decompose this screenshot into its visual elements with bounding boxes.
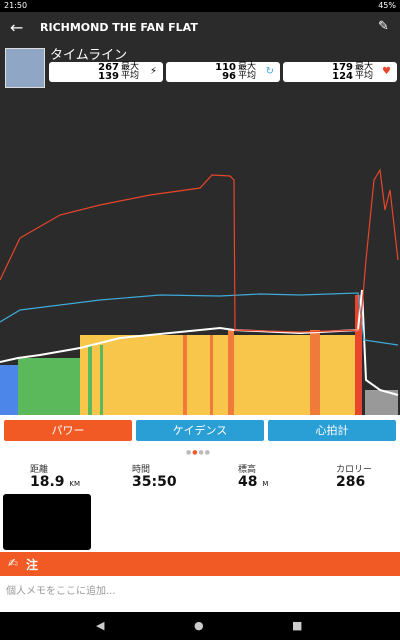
status-bar: 21:50 45% [0,0,400,12]
heart-rate-line [0,168,399,333]
zone [355,295,362,415]
stat-label: 標高 [238,465,257,475]
max-label: 最大 [121,62,140,72]
map-thumbnail[interactable] [3,494,91,550]
avg-label: 平均 [238,71,257,81]
avg-value: 96 [222,71,236,82]
edit-button[interactable]: ✎ [378,19,389,34]
max-value: 267 [98,62,119,73]
stat-unit: M [262,480,269,488]
max-value: 179 [332,62,353,73]
header-title: RICHMOND THE FAN FLAT [40,21,198,34]
stat-box: 179 最大 124 平均 ♥ [283,62,397,82]
stat-box: 110 最大 96 平均 ↻ [166,62,280,82]
stat-value: 35:50 [132,474,177,490]
timeline-title: タイムライン [50,48,128,63]
notes-bar: ✍ 注 [0,552,400,576]
time: 21:50 [4,1,28,10]
zone [0,365,18,415]
nav-bar: ◀ ● ■ [0,612,400,640]
nav-recent[interactable]: ■ [292,619,303,632]
avg-value: 124 [332,71,353,82]
nav-back[interactable]: ◀ [96,619,105,632]
avg-value: 139 [98,71,119,82]
tab-button[interactable]: ケイデンス [136,420,264,441]
zone [100,345,103,415]
max-value: 110 [215,62,236,73]
stat-value: 286 [336,474,366,490]
page-dots: ●●●● [186,449,211,456]
zone [228,330,234,415]
notes-input[interactable]: 個人メモをここに追加... [6,586,116,597]
max-label: 最大 [238,62,257,72]
cadence-line [0,292,399,346]
stat: 18.9 KM [30,474,80,490]
back-button[interactable]: ← [10,18,24,37]
avatar [5,48,45,88]
nav-home[interactable]: ● [194,619,204,632]
stat: 48 M [238,474,268,490]
timeline-chart [0,168,399,415]
stat-value: 18.9 [30,474,65,490]
avg-label: 平均 [355,71,374,81]
zone [88,345,92,415]
stat-label: 時間 [132,465,151,475]
stat-box: 267 最大 139 平均 ⚡ [49,62,163,82]
stat: 35:50 [132,474,177,490]
zone [183,335,187,415]
stat-label: カロリー [336,465,373,475]
stat-value: 48 [238,474,258,490]
zone [310,330,320,415]
stat-label: 距離 [30,465,49,475]
stat: 286 [336,474,365,490]
power-line [0,289,399,396]
stat-unit: KM [69,480,81,488]
avg-label: 平均 [121,71,140,81]
zone [18,358,80,415]
notes-title: 注 [26,558,39,572]
zone [210,335,213,415]
max-label: 最大 [355,62,374,72]
tab-button[interactable]: 心拍計 [268,420,396,441]
battery: 45% [378,1,396,10]
tab-button[interactable]: パワー [4,420,132,441]
